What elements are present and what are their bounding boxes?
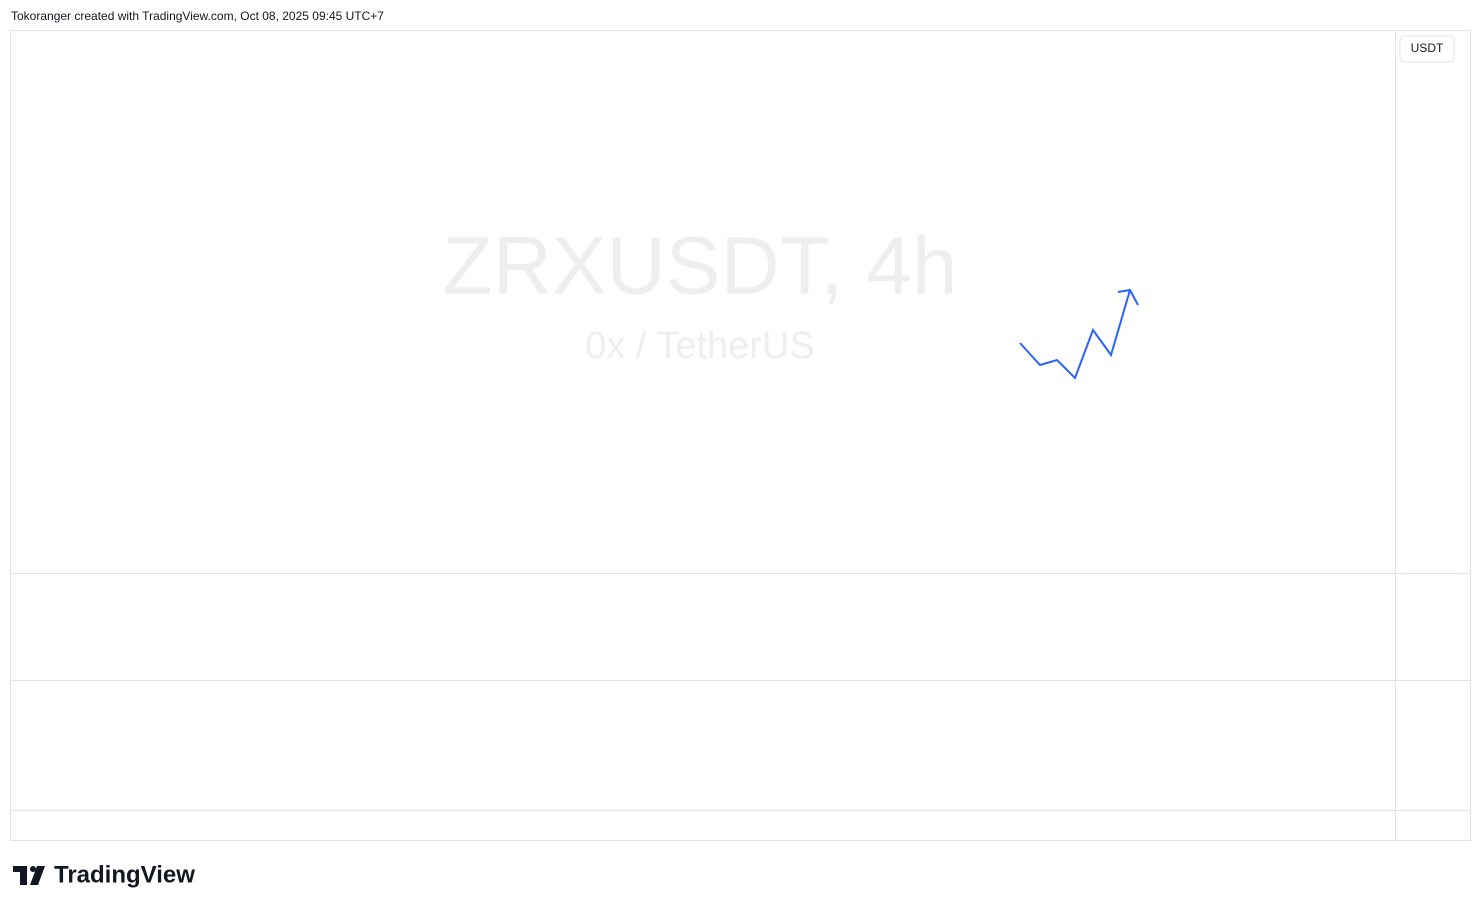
brand: TradingView	[54, 861, 195, 888]
watermark-sub: 0x / TetherUS	[585, 325, 815, 367]
logo-mark	[20, 866, 27, 885]
currency-button[interactable]	[1399, 35, 1455, 63]
logo-mark	[30, 866, 36, 872]
chart-frame	[10, 30, 1471, 841]
logo	[13, 866, 45, 885]
projection-path	[1019, 289, 1131, 380]
logo-mark	[30, 866, 45, 885]
credit: Tokoranger created with TradingView.com,…	[11, 9, 384, 23]
currency[interactable]: USDT	[1411, 41, 1444, 55]
projection-arrowhead	[1117, 288, 1139, 306]
watermark: ZRXUSDT, 4h	[443, 221, 958, 312]
